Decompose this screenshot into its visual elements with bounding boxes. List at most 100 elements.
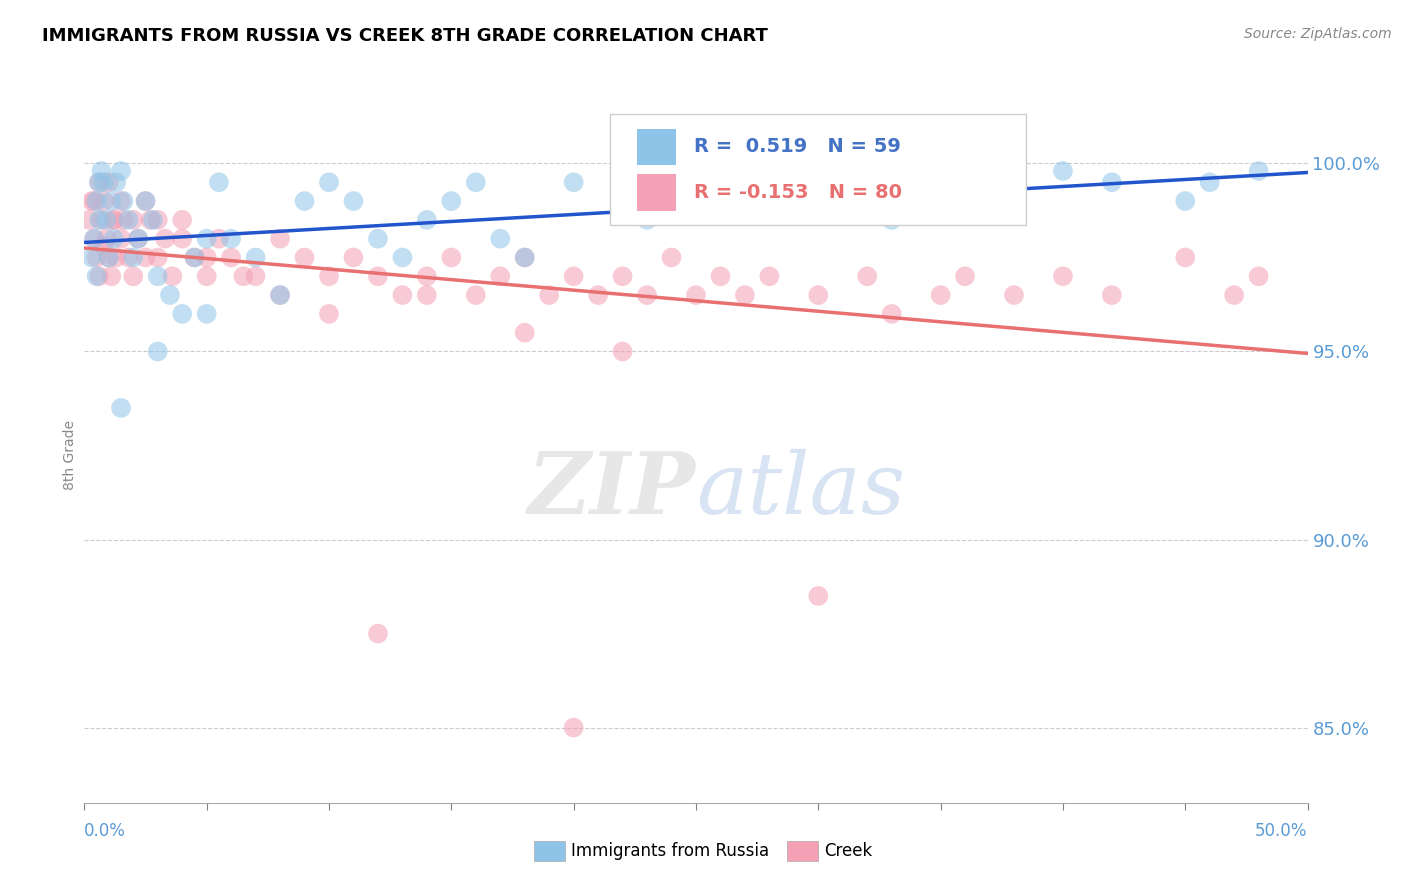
Point bbox=[294, 251, 316, 265]
Point bbox=[367, 232, 389, 246]
Point bbox=[929, 175, 952, 189]
Point bbox=[139, 212, 162, 227]
Point bbox=[195, 269, 218, 284]
Point bbox=[86, 269, 108, 284]
FancyBboxPatch shape bbox=[610, 114, 1026, 226]
Point bbox=[1247, 164, 1270, 178]
Point bbox=[269, 288, 291, 302]
Point bbox=[1247, 269, 1270, 284]
Point bbox=[342, 194, 364, 208]
Point bbox=[93, 194, 115, 208]
FancyBboxPatch shape bbox=[637, 175, 676, 211]
Point bbox=[122, 269, 145, 284]
Point bbox=[80, 194, 103, 208]
Point bbox=[83, 194, 105, 208]
Point bbox=[110, 401, 132, 415]
Text: Immigrants from Russia: Immigrants from Russia bbox=[571, 842, 769, 860]
Point bbox=[172, 307, 194, 321]
Point bbox=[245, 251, 267, 265]
Point bbox=[110, 164, 132, 178]
Point bbox=[856, 194, 879, 208]
Point bbox=[159, 288, 181, 302]
Point bbox=[103, 212, 125, 227]
Point bbox=[391, 251, 413, 265]
Point bbox=[440, 194, 463, 208]
Point bbox=[93, 175, 115, 189]
Point bbox=[1052, 269, 1074, 284]
Text: 0.0%: 0.0% bbox=[84, 822, 127, 839]
Point bbox=[636, 212, 658, 227]
Point bbox=[269, 288, 291, 302]
Point bbox=[758, 269, 780, 284]
Point bbox=[880, 307, 903, 321]
Point bbox=[318, 175, 340, 189]
Point bbox=[709, 269, 731, 284]
Point bbox=[183, 251, 205, 265]
Point bbox=[612, 194, 634, 208]
Point bbox=[1002, 175, 1025, 189]
Point bbox=[1052, 164, 1074, 178]
Point bbox=[1174, 194, 1197, 208]
Point bbox=[110, 232, 132, 246]
Point bbox=[416, 269, 439, 284]
Point bbox=[146, 212, 169, 227]
Point bbox=[87, 269, 110, 284]
Point bbox=[208, 232, 231, 246]
Point bbox=[100, 269, 122, 284]
Point bbox=[367, 269, 389, 284]
Point bbox=[172, 212, 194, 227]
Point bbox=[117, 251, 139, 265]
Text: ZIP: ZIP bbox=[529, 448, 696, 532]
Point bbox=[87, 212, 110, 227]
Point bbox=[146, 269, 169, 284]
Point bbox=[269, 232, 291, 246]
Point bbox=[1223, 288, 1246, 302]
Point bbox=[183, 251, 205, 265]
Point bbox=[661, 194, 683, 208]
Point bbox=[758, 194, 780, 208]
Point bbox=[93, 239, 115, 253]
Point bbox=[416, 288, 439, 302]
Point bbox=[953, 269, 976, 284]
Point bbox=[80, 251, 103, 265]
Point bbox=[90, 164, 112, 178]
Point bbox=[100, 194, 122, 208]
Point bbox=[90, 212, 112, 227]
Point bbox=[612, 344, 634, 359]
Point bbox=[880, 212, 903, 227]
Point bbox=[464, 288, 486, 302]
Point bbox=[612, 269, 634, 284]
Point bbox=[232, 269, 254, 284]
Point bbox=[342, 251, 364, 265]
Point bbox=[110, 194, 132, 208]
Point bbox=[97, 175, 120, 189]
Point bbox=[142, 212, 165, 227]
Point bbox=[318, 307, 340, 321]
Point bbox=[77, 212, 100, 227]
Point bbox=[96, 212, 118, 227]
Point bbox=[87, 175, 110, 189]
Point bbox=[562, 175, 585, 189]
Point bbox=[1198, 175, 1220, 189]
Point bbox=[1002, 288, 1025, 302]
Point bbox=[953, 194, 976, 208]
Point bbox=[391, 288, 413, 302]
Point bbox=[86, 251, 108, 265]
Point bbox=[195, 232, 218, 246]
Point bbox=[122, 212, 145, 227]
Point bbox=[96, 232, 118, 246]
Point bbox=[562, 269, 585, 284]
Point bbox=[135, 251, 157, 265]
Text: R = -0.153   N = 80: R = -0.153 N = 80 bbox=[693, 183, 901, 202]
Point bbox=[464, 175, 486, 189]
Point bbox=[105, 251, 128, 265]
Point bbox=[807, 175, 830, 189]
Point bbox=[83, 232, 105, 246]
Point bbox=[661, 251, 683, 265]
Point bbox=[685, 288, 707, 302]
Point bbox=[112, 212, 135, 227]
Point bbox=[219, 251, 242, 265]
Point bbox=[318, 269, 340, 284]
Point bbox=[1101, 175, 1123, 189]
Point bbox=[416, 212, 439, 227]
